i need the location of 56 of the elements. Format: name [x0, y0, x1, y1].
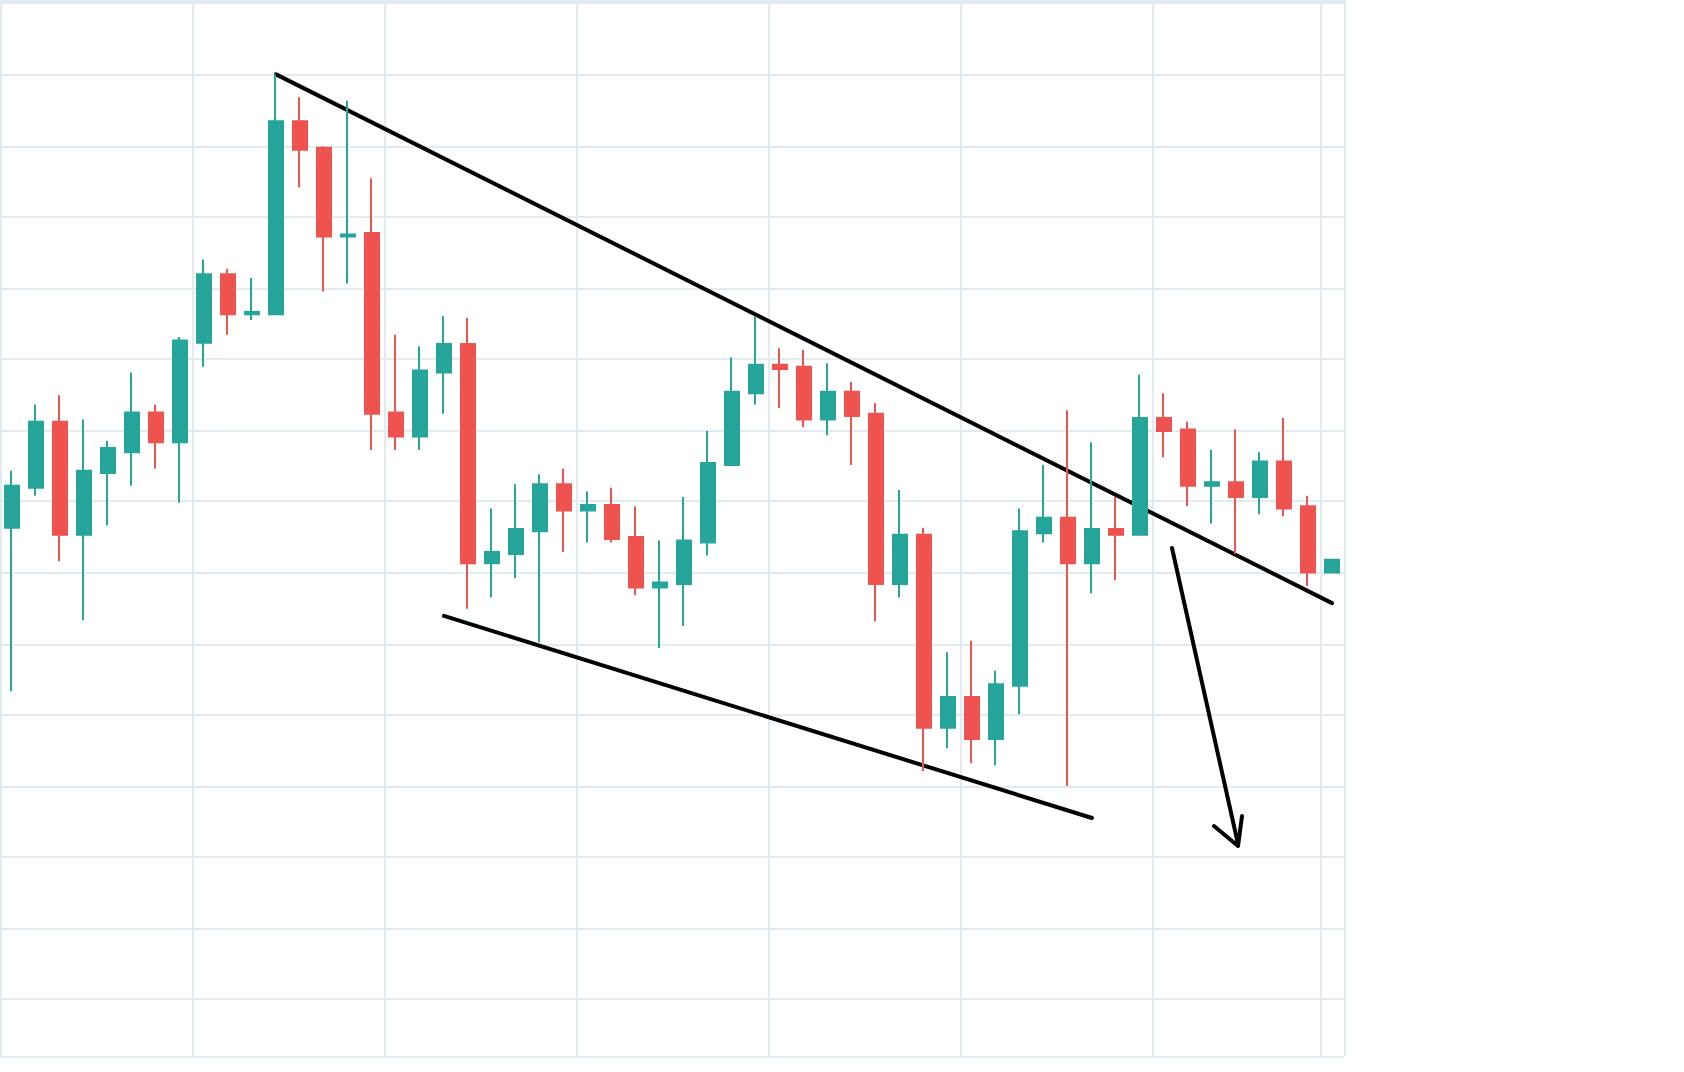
candlestick	[124, 371, 140, 487]
candlestick	[1012, 507, 1028, 716]
candlestick	[916, 526, 932, 773]
candlestick	[1300, 494, 1316, 588]
candlestick	[484, 507, 500, 599]
candlestick	[1228, 428, 1244, 556]
candlestick	[28, 403, 44, 497]
candlestick	[4, 469, 20, 693]
candlestick	[1156, 392, 1172, 459]
candlestick	[460, 316, 476, 610]
candlestick	[988, 669, 1004, 767]
candlestick	[820, 362, 836, 437]
candlestick	[844, 380, 860, 467]
candlestick	[244, 276, 260, 321]
candlestick	[724, 356, 740, 467]
candlestick	[772, 347, 788, 410]
candlestick	[1180, 420, 1196, 508]
candlestick	[388, 333, 404, 452]
candlestick	[556, 467, 572, 553]
candlestick	[268, 73, 284, 316]
candlestick	[964, 639, 980, 765]
candlestick	[532, 473, 548, 644]
candlestick	[292, 96, 308, 189]
candlestick	[76, 418, 92, 622]
candlestick	[1204, 449, 1220, 525]
candlestick	[1132, 373, 1148, 536]
candlestick	[316, 145, 332, 293]
candlestick	[340, 99, 356, 285]
candlestick	[1060, 409, 1076, 787]
candlestick	[1084, 441, 1100, 595]
candlestick	[412, 345, 428, 452]
candlestick	[364, 177, 380, 452]
candlestick	[652, 539, 668, 649]
candlestick	[700, 429, 716, 557]
candlestick	[940, 651, 956, 750]
candlestick	[604, 486, 620, 544]
candlestick	[1036, 464, 1052, 544]
candlestick	[748, 315, 764, 406]
candlestick	[220, 267, 236, 336]
candlestick	[508, 483, 524, 580]
candlestick	[868, 402, 884, 623]
candlestick	[1108, 496, 1124, 582]
candlestick	[676, 496, 692, 627]
candlestick	[796, 348, 812, 429]
candlestick	[172, 335, 188, 504]
candlestick	[1252, 451, 1268, 516]
candlestick	[892, 488, 908, 599]
candlestick	[100, 439, 116, 527]
candlestick	[1324, 558, 1340, 574]
candlestick	[148, 403, 164, 470]
candlestick	[196, 258, 212, 368]
candlestick	[1276, 417, 1292, 518]
candlestick	[628, 505, 644, 597]
candlestick	[436, 315, 452, 415]
candlestick	[580, 490, 596, 544]
candlestick	[52, 394, 68, 563]
